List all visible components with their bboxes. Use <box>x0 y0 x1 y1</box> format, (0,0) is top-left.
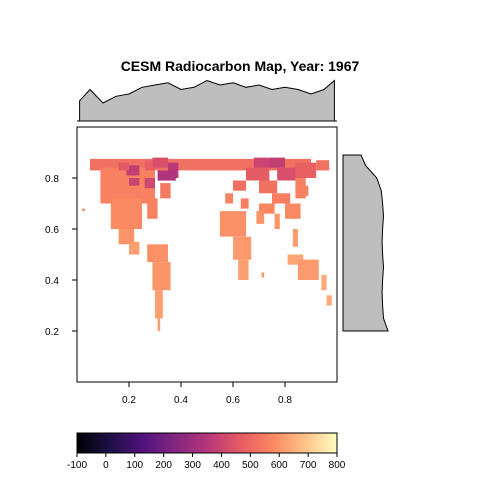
map-cell-5 <box>144 160 155 171</box>
colorbar-tick-label-5: 400 <box>213 460 230 471</box>
axes: 0.2 0.4 0.6 0.8 0.2 0.4 0.6 0.8 <box>45 174 292 406</box>
colorbar-tick-label-3: 200 <box>155 460 172 471</box>
colorbar <box>76 432 338 454</box>
chart-title: CESM Radiocarbon Map, Year: 1967 <box>121 58 360 74</box>
colorbar-tick-label-6: 500 <box>242 460 259 471</box>
map-cell-17 <box>155 290 163 319</box>
map-cell-16 <box>152 262 171 291</box>
y-tick-label-2: 0.6 <box>45 225 59 236</box>
map-cell-24 <box>269 157 285 168</box>
right-marginal-profile <box>342 154 389 332</box>
map-cell-9 <box>126 165 140 176</box>
colorbar-tick-label-1: 0 <box>103 460 109 471</box>
map-cell-40 <box>287 254 304 265</box>
colorbar-tick-label-0: -100 <box>67 460 87 471</box>
map-cell-22 <box>246 167 270 181</box>
map-cell-14 <box>147 198 158 219</box>
x-tick-label-1: 0.4 <box>174 395 188 406</box>
colorbar-tick-label-4: 300 <box>184 460 201 471</box>
map-cell-32 <box>295 178 306 199</box>
colorbar-tick-label-9: 800 <box>329 460 346 471</box>
y-tick-label-3: 0.8 <box>45 174 59 185</box>
map-cell-25 <box>277 167 298 181</box>
map-cell-11 <box>144 178 155 189</box>
map-cell-19 <box>233 180 246 191</box>
map-cell-33 <box>300 185 309 196</box>
map-cell-35 <box>233 236 252 260</box>
map-cell-30 <box>259 203 275 214</box>
map-cell-28 <box>259 180 278 194</box>
x-tick-label-2: 0.6 <box>226 395 240 406</box>
map-cell-23 <box>253 157 270 168</box>
map-cell-37 <box>256 211 265 224</box>
map-cell-6 <box>152 157 168 168</box>
map-cell-7 <box>168 162 179 178</box>
map-cell-44 <box>82 208 85 212</box>
right-marginal-panel <box>342 154 389 332</box>
y-tick-label-0: 0.2 <box>45 327 59 338</box>
map-cell-10 <box>129 178 140 186</box>
map-cell-31 <box>285 203 301 219</box>
map-cell-13 <box>160 183 171 199</box>
x-tick-label-0: 0.2 <box>122 395 136 406</box>
map-cell-43 <box>326 295 332 306</box>
map-cell-42 <box>321 274 327 291</box>
map-cell-27 <box>316 160 330 171</box>
colorbar-tick-label-8: 700 <box>300 460 317 471</box>
map-cell-36 <box>238 259 249 280</box>
map-cell-20 <box>225 193 233 204</box>
map-cell-2 <box>110 198 142 229</box>
top-marginal-profile <box>79 79 335 122</box>
map-cell-21 <box>240 198 249 209</box>
colorbar-ticks: -100 0 100 200 300 400 500 600 700 800 <box>67 453 346 471</box>
map-cell-34 <box>220 211 246 237</box>
map-cell-39 <box>292 229 298 247</box>
plot-frame <box>76 126 338 383</box>
map-cells <box>82 157 332 332</box>
map-cell-38 <box>274 213 280 229</box>
map-cell-8 <box>157 170 176 181</box>
map-cell-18 <box>157 318 161 332</box>
map-cell-4 <box>129 241 140 255</box>
map-cell-29 <box>272 193 291 204</box>
y-tick-label-1: 0.4 <box>45 276 59 287</box>
map-cell-41 <box>298 259 319 280</box>
map-cell-26 <box>295 162 317 178</box>
map-cell-0 <box>90 158 311 171</box>
top-marginal-panel <box>77 79 337 122</box>
map-cell-15 <box>147 244 168 263</box>
map-cell-3 <box>118 229 135 245</box>
map-cell-45 <box>261 272 265 278</box>
map-cell-12 <box>118 162 129 171</box>
colorbar-tick-label-7: 600 <box>271 460 288 471</box>
x-tick-label-3: 0.8 <box>278 395 292 406</box>
colorbar-tick-label-2: 100 <box>126 460 143 471</box>
